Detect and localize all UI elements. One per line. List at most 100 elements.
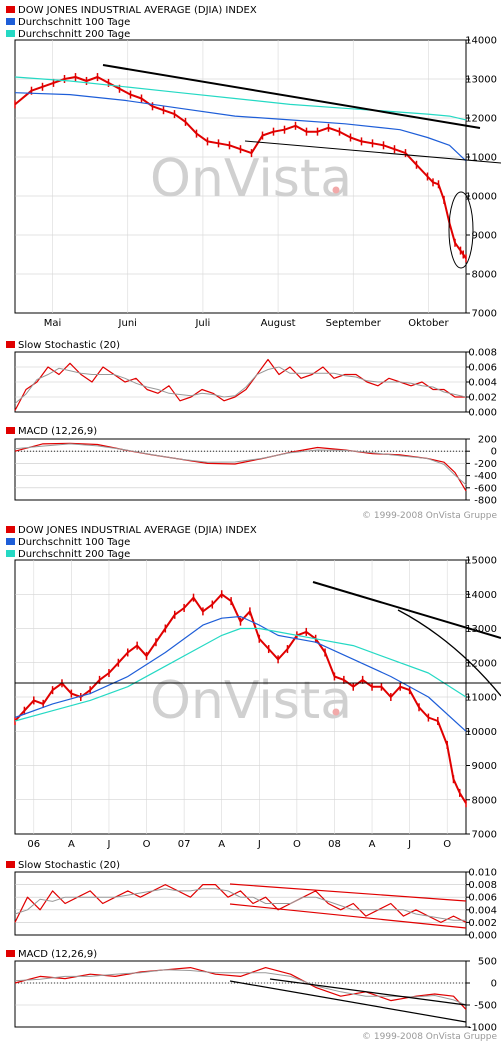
watermark-dot-2 (332, 708, 340, 716)
short-price-x-ticks: Mai Juni Juli August September Oktober (44, 318, 450, 329)
y-tick-label: 0.010 (468, 868, 497, 879)
y-tick-label: 0.004 (468, 378, 497, 389)
y-tick-label: 12000 (465, 658, 497, 669)
short-price-watermark: OnVista (150, 149, 352, 209)
long-stoch-channel (229, 883, 467, 929)
y-tick-label: 0.002 (468, 918, 497, 929)
trendline-upper (102, 64, 481, 129)
long-macd-series (14, 966, 467, 1010)
x-tick-label: A (369, 839, 376, 850)
series-line-primary (14, 593, 467, 804)
y-tick-label: 8000 (472, 270, 497, 281)
x-tick-label: September (326, 318, 382, 329)
y-tick-label: 0 (491, 979, 497, 990)
y-tick-label: -400 (474, 471, 497, 482)
x-tick-label: 06 (27, 839, 40, 850)
legend-swatch-macd-2 (6, 950, 15, 957)
legend-swatch-stoch (6, 341, 15, 348)
short-price-frame (14, 39, 467, 314)
x-tick-label: 08 (328, 839, 341, 850)
short-macd-label: MACD (12,26,9) (18, 426, 97, 437)
short-stoch-series (14, 358, 467, 411)
signal-line (14, 366, 467, 404)
x-tick-label: Juli (194, 318, 210, 329)
series-line-primary (14, 76, 467, 259)
highlight-ellipse (448, 191, 474, 269)
y-tick-label: 0.006 (468, 893, 497, 904)
y-tick-label: 0.002 (468, 393, 497, 404)
copyright-top: © 1999-2008 OnVista Gruppe (362, 511, 497, 521)
series-line-ma200 (14, 627, 467, 722)
x-tick-label: August (261, 318, 296, 329)
y-tick-label: 13000 (465, 624, 497, 635)
y-tick-label: 0 (491, 447, 497, 458)
long-macd-y-ticks: -1000 -500 0 500 (466, 957, 497, 1034)
legend-ma200-label-2: Durchschnitt 200 Tage (18, 549, 130, 560)
series-line-ma100 (14, 615, 467, 732)
legend-ma100-label: Durchschnitt 100 Tage (18, 17, 130, 28)
y-tick-label: 0.008 (468, 880, 497, 891)
y-tick-label: 15000 (465, 556, 497, 567)
y-tick-label: -800 (474, 496, 497, 507)
trend-curve (397, 609, 501, 697)
long-stoch-frame (14, 871, 467, 936)
channel-lower (229, 903, 467, 929)
y-tick-label: 14000 (465, 36, 497, 47)
macd-channel-lower (229, 980, 467, 1023)
short-price-series (14, 73, 467, 263)
y-tick-label: 0.000 (468, 408, 497, 419)
y-tick-label: 0.008 (468, 348, 497, 359)
signal-line (14, 888, 466, 921)
watermark-text-2: OnVista (150, 671, 352, 731)
y-tick-label: -600 (474, 483, 497, 494)
long-stoch-gridlines (15, 884, 466, 923)
y-tick-label: 10000 (465, 192, 497, 203)
x-tick-label: Juni (118, 318, 137, 329)
long-price-x-ticks: 06 A J O 07 A J O 08 A J O (27, 839, 451, 850)
y-tick-label: 7000 (472, 309, 497, 320)
x-tick-label: O (443, 839, 451, 850)
series-line-ma100 (14, 92, 467, 162)
y-tick-label: 10000 (465, 727, 497, 738)
long-price-legend: DOW JONES INDUSTRIAL AVERAGE (DJIA) INDE… (6, 525, 257, 560)
macd-channel-upper (269, 978, 467, 1006)
legend-swatch-ma200-2 (6, 550, 15, 557)
y-tick-label: 0.006 (468, 363, 497, 374)
short-price-trendlines (102, 64, 501, 269)
short-macd-frame (14, 438, 467, 501)
x-tick-label: J (407, 839, 411, 850)
y-tick-label: 12000 (465, 114, 497, 125)
legend-swatch-ma100 (6, 18, 15, 25)
legend-swatch-index-2 (6, 526, 15, 533)
x-tick-label: J (257, 839, 261, 850)
x-tick-label: Oktober (408, 318, 449, 329)
legend-swatch-ma200 (6, 30, 15, 37)
series-line-ma200 (14, 76, 467, 121)
legend-ma100-label-2: Durchschnitt 100 Tage (18, 537, 130, 548)
y-tick-label: 9000 (472, 231, 497, 242)
series-line-primary (14, 883, 467, 924)
long-macd-label: MACD (12,26,9) (18, 949, 97, 960)
long-macd-channel (229, 978, 467, 1023)
legend-swatch-index (6, 6, 15, 13)
long-price-series (14, 590, 467, 808)
y-tick-label: 500 (478, 957, 497, 968)
x-tick-label: O (143, 839, 151, 850)
long-price-watermark: OnVista (150, 671, 352, 731)
short-macd-gridlines (15, 450, 466, 489)
legend-swatch-stoch-2 (6, 861, 15, 868)
y-tick-label: -200 (474, 459, 497, 470)
short-macd-series (14, 442, 467, 492)
x-tick-label: A (68, 839, 75, 850)
y-tick-label: 14000 (465, 590, 497, 601)
legend-index-label-2: DOW JONES INDUSTRIAL AVERAGE (DJIA) INDE… (18, 525, 257, 536)
watermark-dot (332, 186, 340, 194)
y-tick-label: 0.000 (468, 931, 497, 942)
long-stoch-series (14, 883, 467, 924)
series-line-primary (14, 442, 467, 492)
channel-upper (229, 883, 467, 902)
